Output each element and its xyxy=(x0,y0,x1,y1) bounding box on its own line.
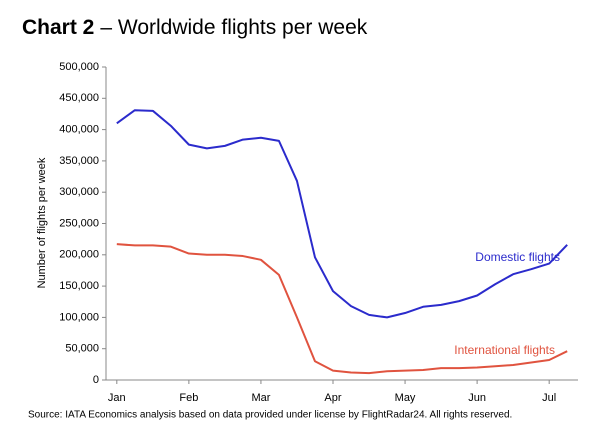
source-note: Source: IATA Economics analysis based on… xyxy=(28,410,512,421)
series-line xyxy=(116,109,568,319)
x-tick-label: Jul xyxy=(542,392,556,404)
y-tick-label: 100,000 xyxy=(59,311,99,323)
y-tick-label: 150,000 xyxy=(59,280,99,292)
y-tick-label: 450,000 xyxy=(59,92,99,104)
y-tick-label: 50,000 xyxy=(65,343,99,355)
chart-title: Chart 2 – Worldwide flights per week xyxy=(22,16,368,39)
y-axis-label: Number of flights per week xyxy=(36,157,48,288)
y-tick-label: 500,000 xyxy=(59,61,99,73)
y-tick-label: 350,000 xyxy=(59,155,99,167)
y-tick-label: 300,000 xyxy=(59,186,99,198)
x-tick-label: Jun xyxy=(468,392,486,404)
x-tick-label: Apr xyxy=(324,392,341,404)
series-label: International flights xyxy=(454,343,555,357)
y-tick-label: 400,000 xyxy=(59,124,99,136)
series-label: Domestic flights xyxy=(475,250,560,264)
title-text: – Worldwide flights per week xyxy=(100,16,367,39)
y-tick-label: 250,000 xyxy=(59,217,99,229)
x-tick-label: Mar xyxy=(251,392,270,404)
x-tick-label: May xyxy=(395,392,416,404)
x-tick-label: Feb xyxy=(179,392,198,404)
y-tick-label: 0 xyxy=(93,374,99,386)
y-tick-label: 200,000 xyxy=(59,249,99,261)
series-line xyxy=(116,243,568,375)
x-tick-label: Jan xyxy=(108,392,126,404)
title-label: Chart 2 xyxy=(22,16,94,39)
